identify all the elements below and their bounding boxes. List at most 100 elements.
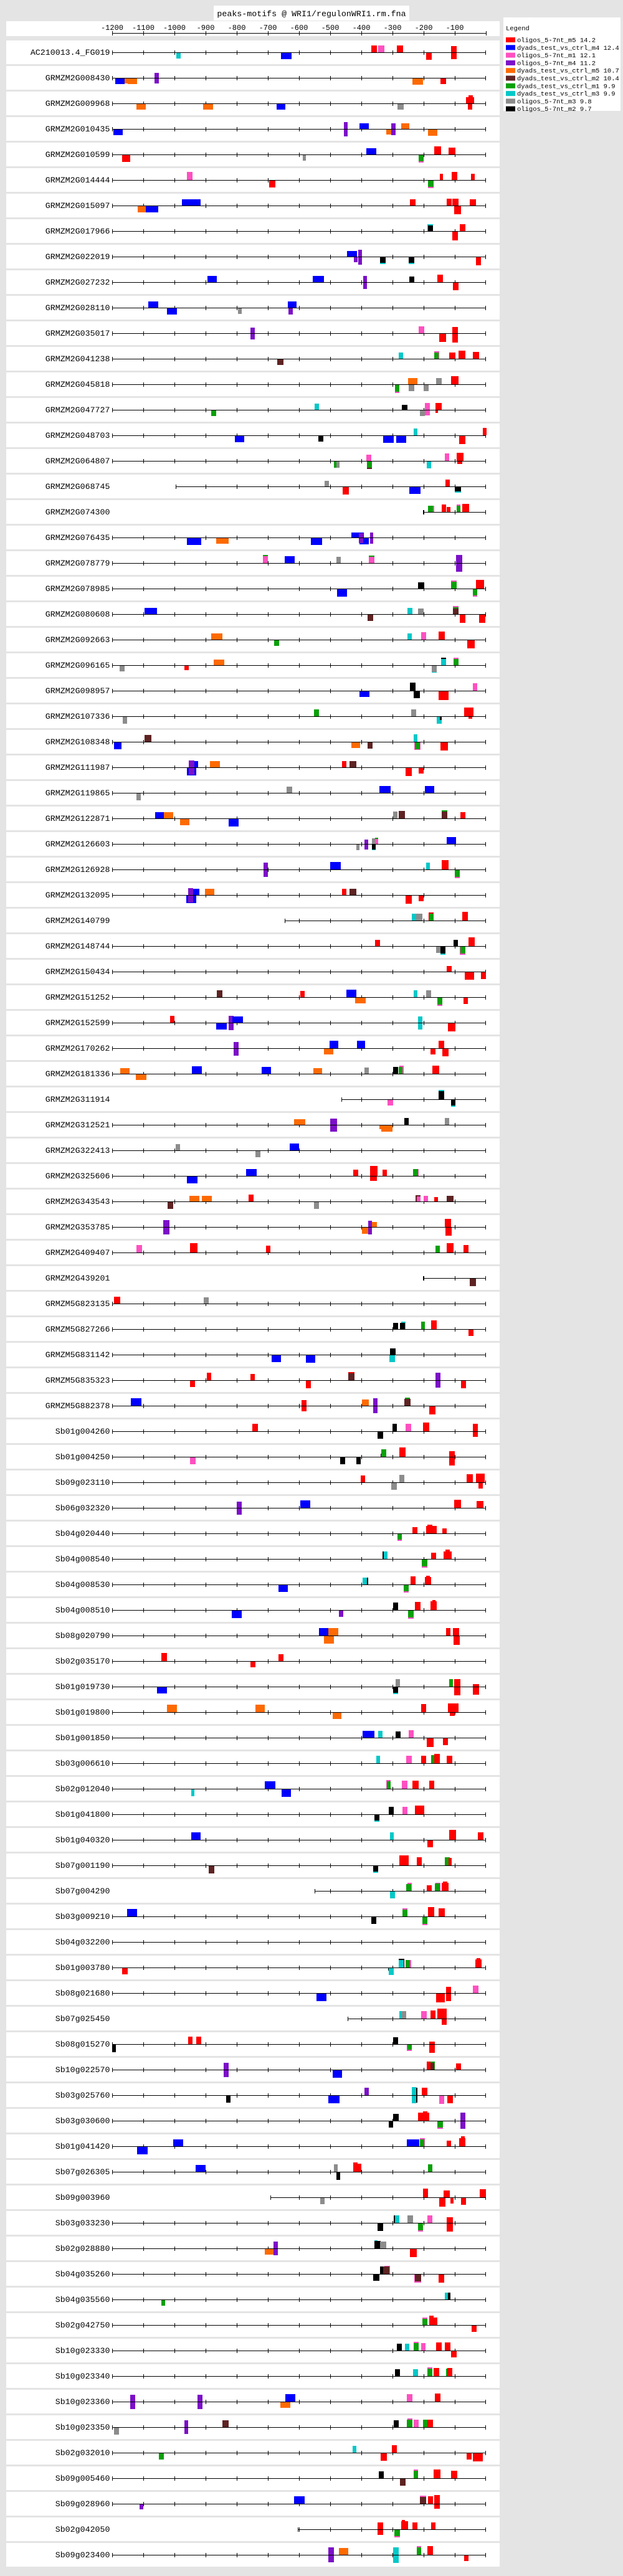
svg-text:Sb09g023110: Sb09g023110 xyxy=(55,1478,110,1487)
svg-text:-100: -100 xyxy=(446,24,464,32)
svg-text:Sb10g022570: Sb10g022570 xyxy=(55,2065,110,2075)
svg-text:GRMZM2G322413: GRMZM2G322413 xyxy=(45,1146,110,1155)
svg-text:GRMZM2G181336: GRMZM2G181336 xyxy=(45,1069,110,1079)
svg-text:GRMZM2G027232: GRMZM2G027232 xyxy=(45,278,110,287)
svg-text:Sb04g032200: Sb04g032200 xyxy=(55,1938,110,1947)
svg-text:Sb04g035260: Sb04g035260 xyxy=(55,2270,110,2279)
svg-text:GRMZM2G014444: GRMZM2G014444 xyxy=(45,176,110,185)
svg-text:oligos_5-7nt_m4 11.2: oligos_5-7nt_m4 11.2 xyxy=(517,60,596,67)
svg-text:Sb10g023330: Sb10g023330 xyxy=(55,2346,110,2356)
svg-text:dyads_test_vs_ctrl_m3 9.9: dyads_test_vs_ctrl_m3 9.9 xyxy=(517,91,616,98)
svg-text:dyads_test_vs_ctrl_m5 10.7: dyads_test_vs_ctrl_m5 10.7 xyxy=(517,68,619,75)
svg-text:GRMZM2G068745: GRMZM2G068745 xyxy=(45,482,110,491)
svg-text:-1200: -1200 xyxy=(101,24,123,32)
svg-text:GRMZM5G831142: GRMZM5G831142 xyxy=(45,1350,110,1360)
svg-text:Sb06g032320: Sb06g032320 xyxy=(55,1503,110,1513)
svg-text:GRMZM2G010599: GRMZM2G010599 xyxy=(45,150,110,159)
svg-text:GRMZM2G096165: GRMZM2G096165 xyxy=(45,661,110,670)
svg-text:Sb10g023340: Sb10g023340 xyxy=(55,2372,110,2381)
svg-text:GRMZM2G119865: GRMZM2G119865 xyxy=(45,788,110,798)
svg-text:Sb08g021680: Sb08g021680 xyxy=(55,1989,110,1998)
svg-text:Sb10g023350: Sb10g023350 xyxy=(55,2423,110,2432)
svg-text:AC210013.4_FG019: AC210013.4_FG019 xyxy=(31,48,110,57)
svg-text:-1000: -1000 xyxy=(163,24,186,32)
svg-text:GRMZM2G017966: GRMZM2G017966 xyxy=(45,227,110,236)
svg-text:Sb07g001190: Sb07g001190 xyxy=(55,1861,110,1870)
svg-text:GRMZM2G076435: GRMZM2G076435 xyxy=(45,533,110,542)
svg-text:Sb01g003780: Sb01g003780 xyxy=(55,1963,110,1972)
svg-text:GRMZM2G439201: GRMZM2G439201 xyxy=(45,1274,110,1283)
svg-text:Sb07g004290: Sb07g004290 xyxy=(55,1887,110,1896)
svg-text:Sb02g012040: Sb02g012040 xyxy=(55,1784,110,1794)
svg-text:GRMZM2G312521: GRMZM2G312521 xyxy=(45,1120,110,1130)
svg-text:Sb04g008540: Sb04g008540 xyxy=(55,1555,110,1564)
svg-text:Sb01g041800: Sb01g041800 xyxy=(55,1810,110,1819)
svg-text:GRMZM5G827266: GRMZM5G827266 xyxy=(45,1325,110,1334)
svg-text:Sb01g040320: Sb01g040320 xyxy=(55,1835,110,1845)
svg-text:Sb10g023360: Sb10g023360 xyxy=(55,2397,110,2407)
svg-text:GRMZM2G078985: GRMZM2G078985 xyxy=(45,584,110,594)
svg-text:GRMZM2G008430: GRMZM2G008430 xyxy=(45,73,110,83)
svg-text:GRMZM2G048703: GRMZM2G048703 xyxy=(45,431,110,440)
svg-text:GRMZM2G152599: GRMZM2G152599 xyxy=(45,1018,110,1028)
svg-text:GRMZM2G126928: GRMZM2G126928 xyxy=(45,865,110,874)
svg-text:GRMZM2G047727: GRMZM2G047727 xyxy=(45,405,110,415)
svg-text:-600: -600 xyxy=(290,24,308,32)
svg-text:GRMZM2G022019: GRMZM2G022019 xyxy=(45,252,110,262)
svg-text:Sb03g009210: Sb03g009210 xyxy=(55,1912,110,1921)
svg-text:Sb09g003960: Sb09g003960 xyxy=(55,2193,110,2202)
svg-text:GRMZM2G140799: GRMZM2G140799 xyxy=(45,916,110,926)
svg-text:-400: -400 xyxy=(353,24,371,32)
svg-text:GRMZM2G353785: GRMZM2G353785 xyxy=(45,1223,110,1232)
svg-text:GRMZM2G148744: GRMZM2G148744 xyxy=(45,942,110,951)
svg-text:GRMZM2G080608: GRMZM2G080608 xyxy=(45,610,110,619)
svg-text:GRMZM2G325606: GRMZM2G325606 xyxy=(45,1172,110,1181)
svg-text:Sb03g006610: Sb03g006610 xyxy=(55,1759,110,1768)
svg-text:oligos_5-7nt_m5 14.2: oligos_5-7nt_m5 14.2 xyxy=(517,37,596,45)
svg-text:Sb03g025760: Sb03g025760 xyxy=(55,2091,110,2100)
svg-text:GRMZM2G150434: GRMZM2G150434 xyxy=(45,967,110,977)
svg-text:GRMZM2G108348: GRMZM2G108348 xyxy=(45,737,110,747)
svg-text:Sb01g001850: Sb01g001850 xyxy=(55,1733,110,1743)
svg-text:-800: -800 xyxy=(228,24,246,32)
svg-text:Sb02g032010: Sb02g032010 xyxy=(55,2448,110,2458)
svg-text:dyads_test_vs_ctrl_m2 10.4: dyads_test_vs_ctrl_m2 10.4 xyxy=(517,75,619,83)
svg-text:-200: -200 xyxy=(415,24,433,32)
svg-text:Sb02g035170: Sb02g035170 xyxy=(55,1657,110,1666)
svg-text:GRMZM2G098957: GRMZM2G098957 xyxy=(45,686,110,696)
svg-text:GRMZM5G823135: GRMZM5G823135 xyxy=(45,1299,110,1309)
svg-text:dyads_test_vs_ctrl_m1 9.9: dyads_test_vs_ctrl_m1 9.9 xyxy=(517,83,616,90)
svg-text:GRMZM2G035017: GRMZM2G035017 xyxy=(45,329,110,338)
svg-text:Sb01g004250: Sb01g004250 xyxy=(55,1452,110,1462)
svg-text:GRMZM2G015097: GRMZM2G015097 xyxy=(45,201,110,211)
svg-text:peaks-motifs @ WRI1/regulonWRI: peaks-motifs @ WRI1/regulonWRI1.rm.fna xyxy=(217,9,406,19)
svg-text:GRMZM2G111987: GRMZM2G111987 xyxy=(45,763,110,772)
svg-text:Sb07g026305: Sb07g026305 xyxy=(55,2167,110,2177)
svg-text:GRMZM2G045818: GRMZM2G045818 xyxy=(45,380,110,389)
svg-text:GRMZM2G074300: GRMZM2G074300 xyxy=(45,508,110,517)
svg-text:oligos_5-7nt_m2 9.7: oligos_5-7nt_m2 9.7 xyxy=(517,106,592,113)
svg-text:Sb09g005460: Sb09g005460 xyxy=(55,2474,110,2483)
svg-text:Sb09g028960: Sb09g028960 xyxy=(55,2499,110,2509)
svg-text:Sb04g008510: Sb04g008510 xyxy=(55,1606,110,1615)
svg-text:Sb04g020440: Sb04g020440 xyxy=(55,1529,110,1538)
svg-text:GRMZM2G028110: GRMZM2G028110 xyxy=(45,303,110,313)
svg-text:Sb02g042750: Sb02g042750 xyxy=(55,2321,110,2330)
svg-text:GRMZM2G126603: GRMZM2G126603 xyxy=(45,840,110,849)
svg-text:oligos_5-7nt_m3 9.8: oligos_5-7nt_m3 9.8 xyxy=(517,98,592,106)
svg-text:Sb01g019800: Sb01g019800 xyxy=(55,1708,110,1717)
svg-text:GRMZM2G409407: GRMZM2G409407 xyxy=(45,1248,110,1257)
svg-text:GRMZM2G107336: GRMZM2G107336 xyxy=(45,712,110,721)
svg-text:GRMZM2G132095: GRMZM2G132095 xyxy=(45,891,110,900)
svg-text:Sb01g019730: Sb01g019730 xyxy=(55,1682,110,1692)
svg-text:Sb02g042050: Sb02g042050 xyxy=(55,2525,110,2534)
svg-text:GRMZM2G010435: GRMZM2G010435 xyxy=(45,125,110,134)
svg-text:Sb03g030600: Sb03g030600 xyxy=(55,2116,110,2126)
svg-text:dyads_test_vs_ctrl_m4 12.4: dyads_test_vs_ctrl_m4 12.4 xyxy=(517,45,619,52)
svg-text:-900: -900 xyxy=(197,24,215,32)
svg-text:GRMZM2G009968: GRMZM2G009968 xyxy=(45,99,110,108)
svg-text:GRMZM2G151252: GRMZM2G151252 xyxy=(45,993,110,1002)
svg-text:oligos_5-7nt_m1 12.1: oligos_5-7nt_m1 12.1 xyxy=(517,52,596,60)
svg-text:Legend: Legend xyxy=(506,26,530,33)
svg-text:GRMZM2G064807: GRMZM2G064807 xyxy=(45,457,110,466)
